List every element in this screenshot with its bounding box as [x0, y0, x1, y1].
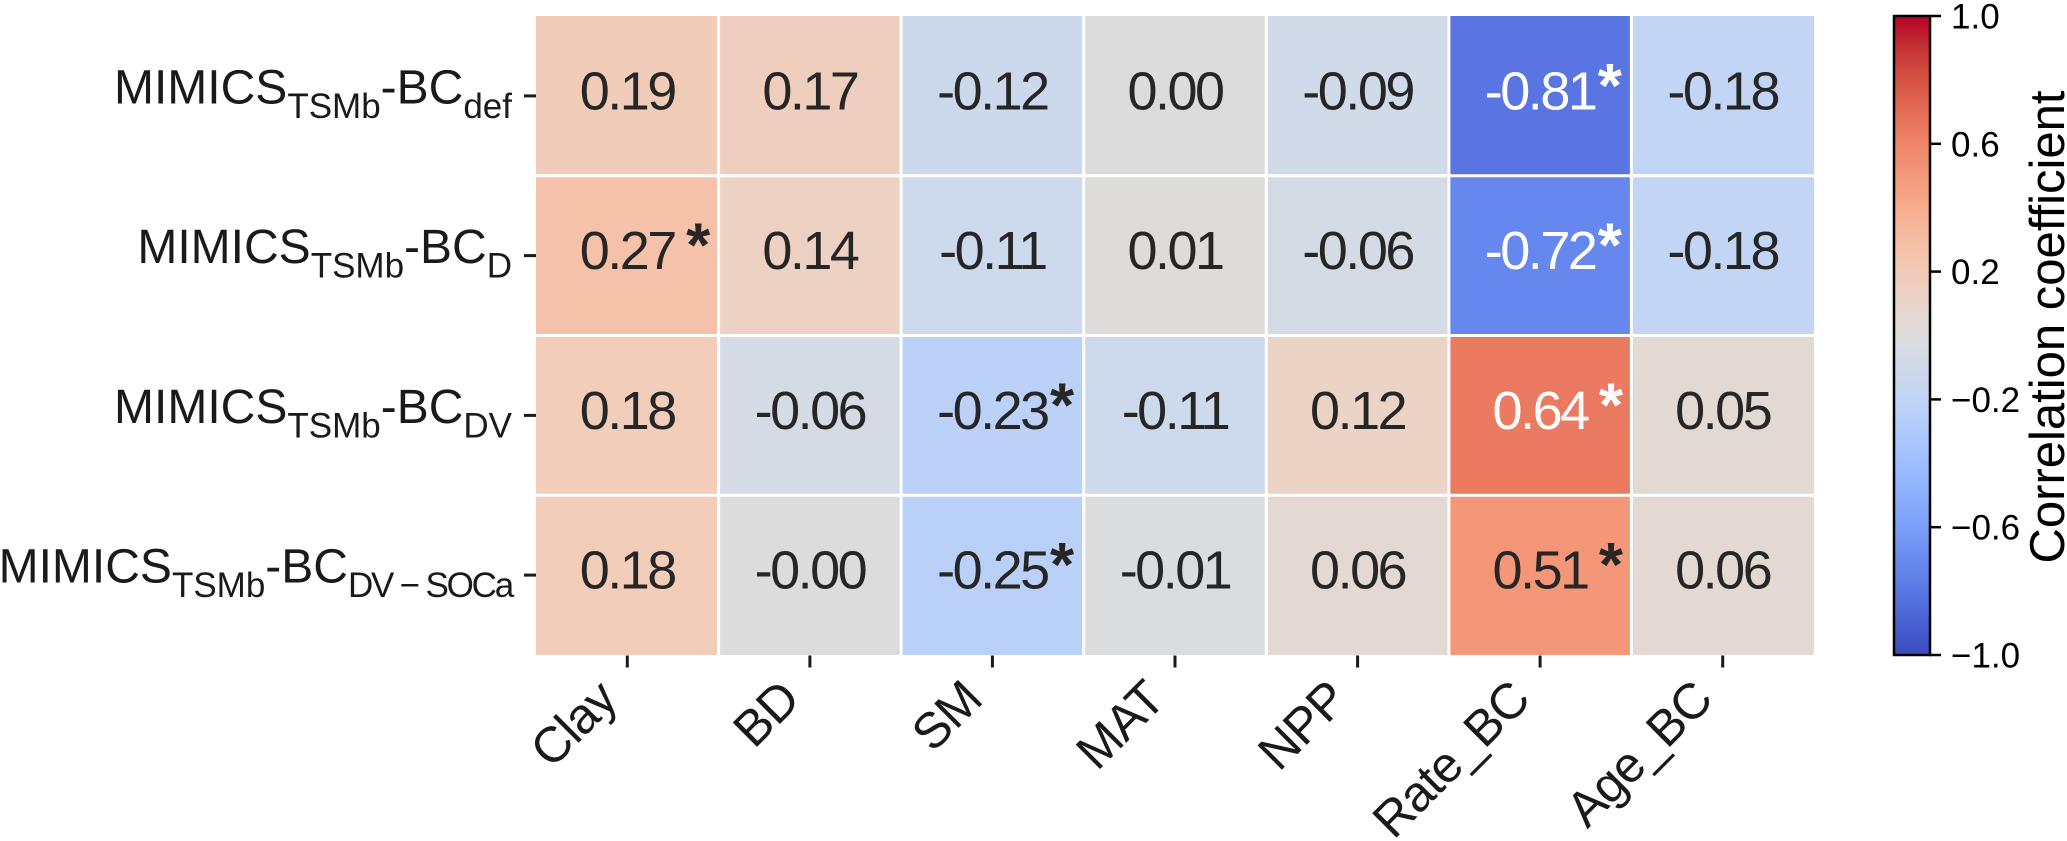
- svg-text:−1.0: −1.0: [1951, 637, 2020, 676]
- svg-text:0.05: 0.05: [1675, 381, 1771, 441]
- svg-text:0.18: 0.18: [580, 541, 676, 601]
- svg-text:0.64: 0.64: [1493, 381, 1590, 441]
- svg-text:*: *: [686, 212, 711, 281]
- svg-text:0.00: 0.00: [1127, 61, 1223, 121]
- svg-text:-0.11: -0.11: [939, 221, 1046, 281]
- svg-text:0.06: 0.06: [1310, 541, 1406, 601]
- svg-text:0.18: 0.18: [580, 381, 676, 441]
- svg-text:-0.11: -0.11: [1122, 381, 1229, 441]
- svg-text:*: *: [1050, 531, 1075, 600]
- svg-text:−0.6: −0.6: [1951, 509, 2020, 548]
- svg-text:Correlation coefficient: Correlation coefficient: [2021, 90, 2067, 563]
- svg-text:-0.18: -0.18: [1667, 61, 1778, 121]
- svg-text:-0.09: -0.09: [1302, 61, 1413, 121]
- svg-text:0.17: 0.17: [762, 61, 858, 121]
- svg-text:-0.01: -0.01: [1120, 541, 1231, 601]
- svg-text:-0.18: -0.18: [1667, 221, 1778, 281]
- svg-text:0.51: 0.51: [1493, 541, 1589, 601]
- svg-text:*: *: [1598, 52, 1623, 121]
- svg-text:0.27: 0.27: [580, 221, 676, 281]
- svg-text:-0.00: -0.00: [755, 541, 866, 601]
- svg-text:0.14: 0.14: [762, 221, 859, 281]
- svg-text:0.6: 0.6: [1951, 125, 2000, 164]
- svg-text:1.0: 1.0: [1951, 0, 2000, 37]
- svg-text:*: *: [1599, 531, 1624, 600]
- svg-text:-0.12: -0.12: [937, 61, 1048, 121]
- svg-text:0.12: 0.12: [1310, 381, 1406, 441]
- svg-text:0.01: 0.01: [1127, 221, 1223, 281]
- svg-text:0.06: 0.06: [1675, 541, 1771, 601]
- svg-text:-0.23: -0.23: [937, 381, 1048, 441]
- svg-text:0.19: 0.19: [580, 61, 676, 121]
- svg-text:-0.06: -0.06: [755, 381, 866, 441]
- svg-text:*: *: [1598, 212, 1623, 281]
- svg-text:0.2: 0.2: [1951, 253, 2000, 292]
- svg-text:-0.25: -0.25: [937, 541, 1048, 601]
- svg-text:*: *: [1050, 371, 1075, 440]
- svg-text:*: *: [1599, 371, 1624, 440]
- svg-text:-0.81: -0.81: [1485, 61, 1596, 121]
- svg-text:−0.2: −0.2: [1951, 381, 2020, 420]
- svg-text:-0.06: -0.06: [1302, 221, 1413, 281]
- svg-text:-0.72: -0.72: [1485, 221, 1596, 281]
